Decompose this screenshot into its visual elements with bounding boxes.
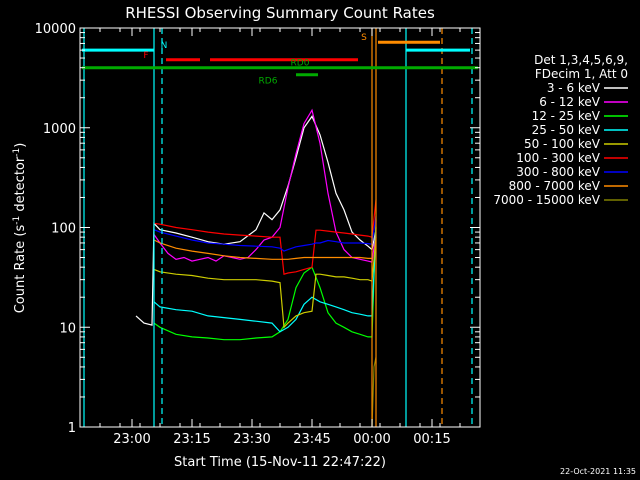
legend-header-2: FDecim 1, Att 0 (535, 67, 628, 81)
flag-label-3: RD0 (291, 59, 310, 69)
series-line-0 (135, 115, 377, 326)
y-tick-label-2: 100 (51, 222, 76, 237)
y-axis-label-end: ) (13, 143, 28, 148)
y-tick-label-0: 1 (68, 421, 76, 436)
y-tick-label-3: 1000 (43, 122, 76, 137)
x-tick-label-0: 23:00 (113, 432, 150, 447)
y-tick-label-1: 10 (59, 321, 76, 336)
series-line-3 (153, 227, 377, 333)
y-axis: 1 10 100 1000 10000 (35, 22, 480, 436)
x-tick-label-5: 00:15 (413, 432, 450, 447)
series-layer (135, 108, 377, 428)
flags-layer: N F S RD0 RD6 (82, 33, 478, 87)
x-axis-label: Start Time (15-Nov-11 22:47:22) (174, 455, 386, 470)
series-line-8 (371, 357, 377, 428)
y-axis-label-main: Count Rate (s (13, 225, 28, 314)
x-tick-label-3: 23:45 (293, 432, 330, 447)
series-line-4 (153, 237, 377, 329)
y-axis-label-mid: detector (13, 156, 28, 216)
legend-header-1: Det 1,3,4,5,6,9, (534, 53, 628, 67)
x-tick-label-1: 23:15 (173, 432, 210, 447)
legend-entry-label-8: 7000 - 15000 keV (493, 193, 600, 207)
y-tick-label-4: 10000 (35, 22, 76, 37)
legend-entry-label-6: 300 - 800 keV (516, 165, 600, 179)
flag-label-0: N (161, 41, 168, 51)
flag-label-4: RD6 (259, 77, 278, 87)
legend-entry-label-7: 800 - 7000 keV (509, 179, 601, 193)
y-axis-label-sup2: -1 (12, 148, 22, 157)
legend-entry-label-1: 6 - 12 keV (539, 95, 601, 109)
chart-title: RHESSI Observing Summary Count Rates (125, 4, 435, 22)
x-tick-label-2: 23:30 (233, 432, 270, 447)
series-line-1 (153, 108, 377, 263)
legend-entry-label-0: 3 - 6 keV (547, 81, 601, 95)
legend-entry-label-2: 12 - 25 keV (532, 109, 601, 123)
legend-entry-label-5: 100 - 300 keV (516, 151, 600, 165)
footer-timestamp: 22-Oct-2021 11:35 (560, 467, 636, 476)
x-tick-label-4: 00:00 (353, 432, 390, 447)
series-line-7 (153, 239, 372, 260)
flag-label-2: S (361, 33, 367, 43)
x-axis: 23:00 23:15 23:30 23:45 00:00 00:15 (79, 28, 481, 447)
series-line-2 (153, 219, 377, 341)
flag-label-1: F (143, 51, 148, 61)
series-line-6 (153, 216, 377, 252)
legend: Det 1,3,4,5,6,9, FDecim 1, Att 0 3 - 6 k… (493, 53, 628, 207)
y-axis-label: Count Rate (s-1 detector-1) (12, 143, 28, 314)
series-line-5 (153, 199, 377, 275)
legend-entry-label-3: 25 - 50 keV (532, 123, 601, 137)
legend-entry-label-4: 50 - 100 keV (524, 137, 601, 151)
y-axis-label-sup1: -1 (12, 216, 22, 225)
